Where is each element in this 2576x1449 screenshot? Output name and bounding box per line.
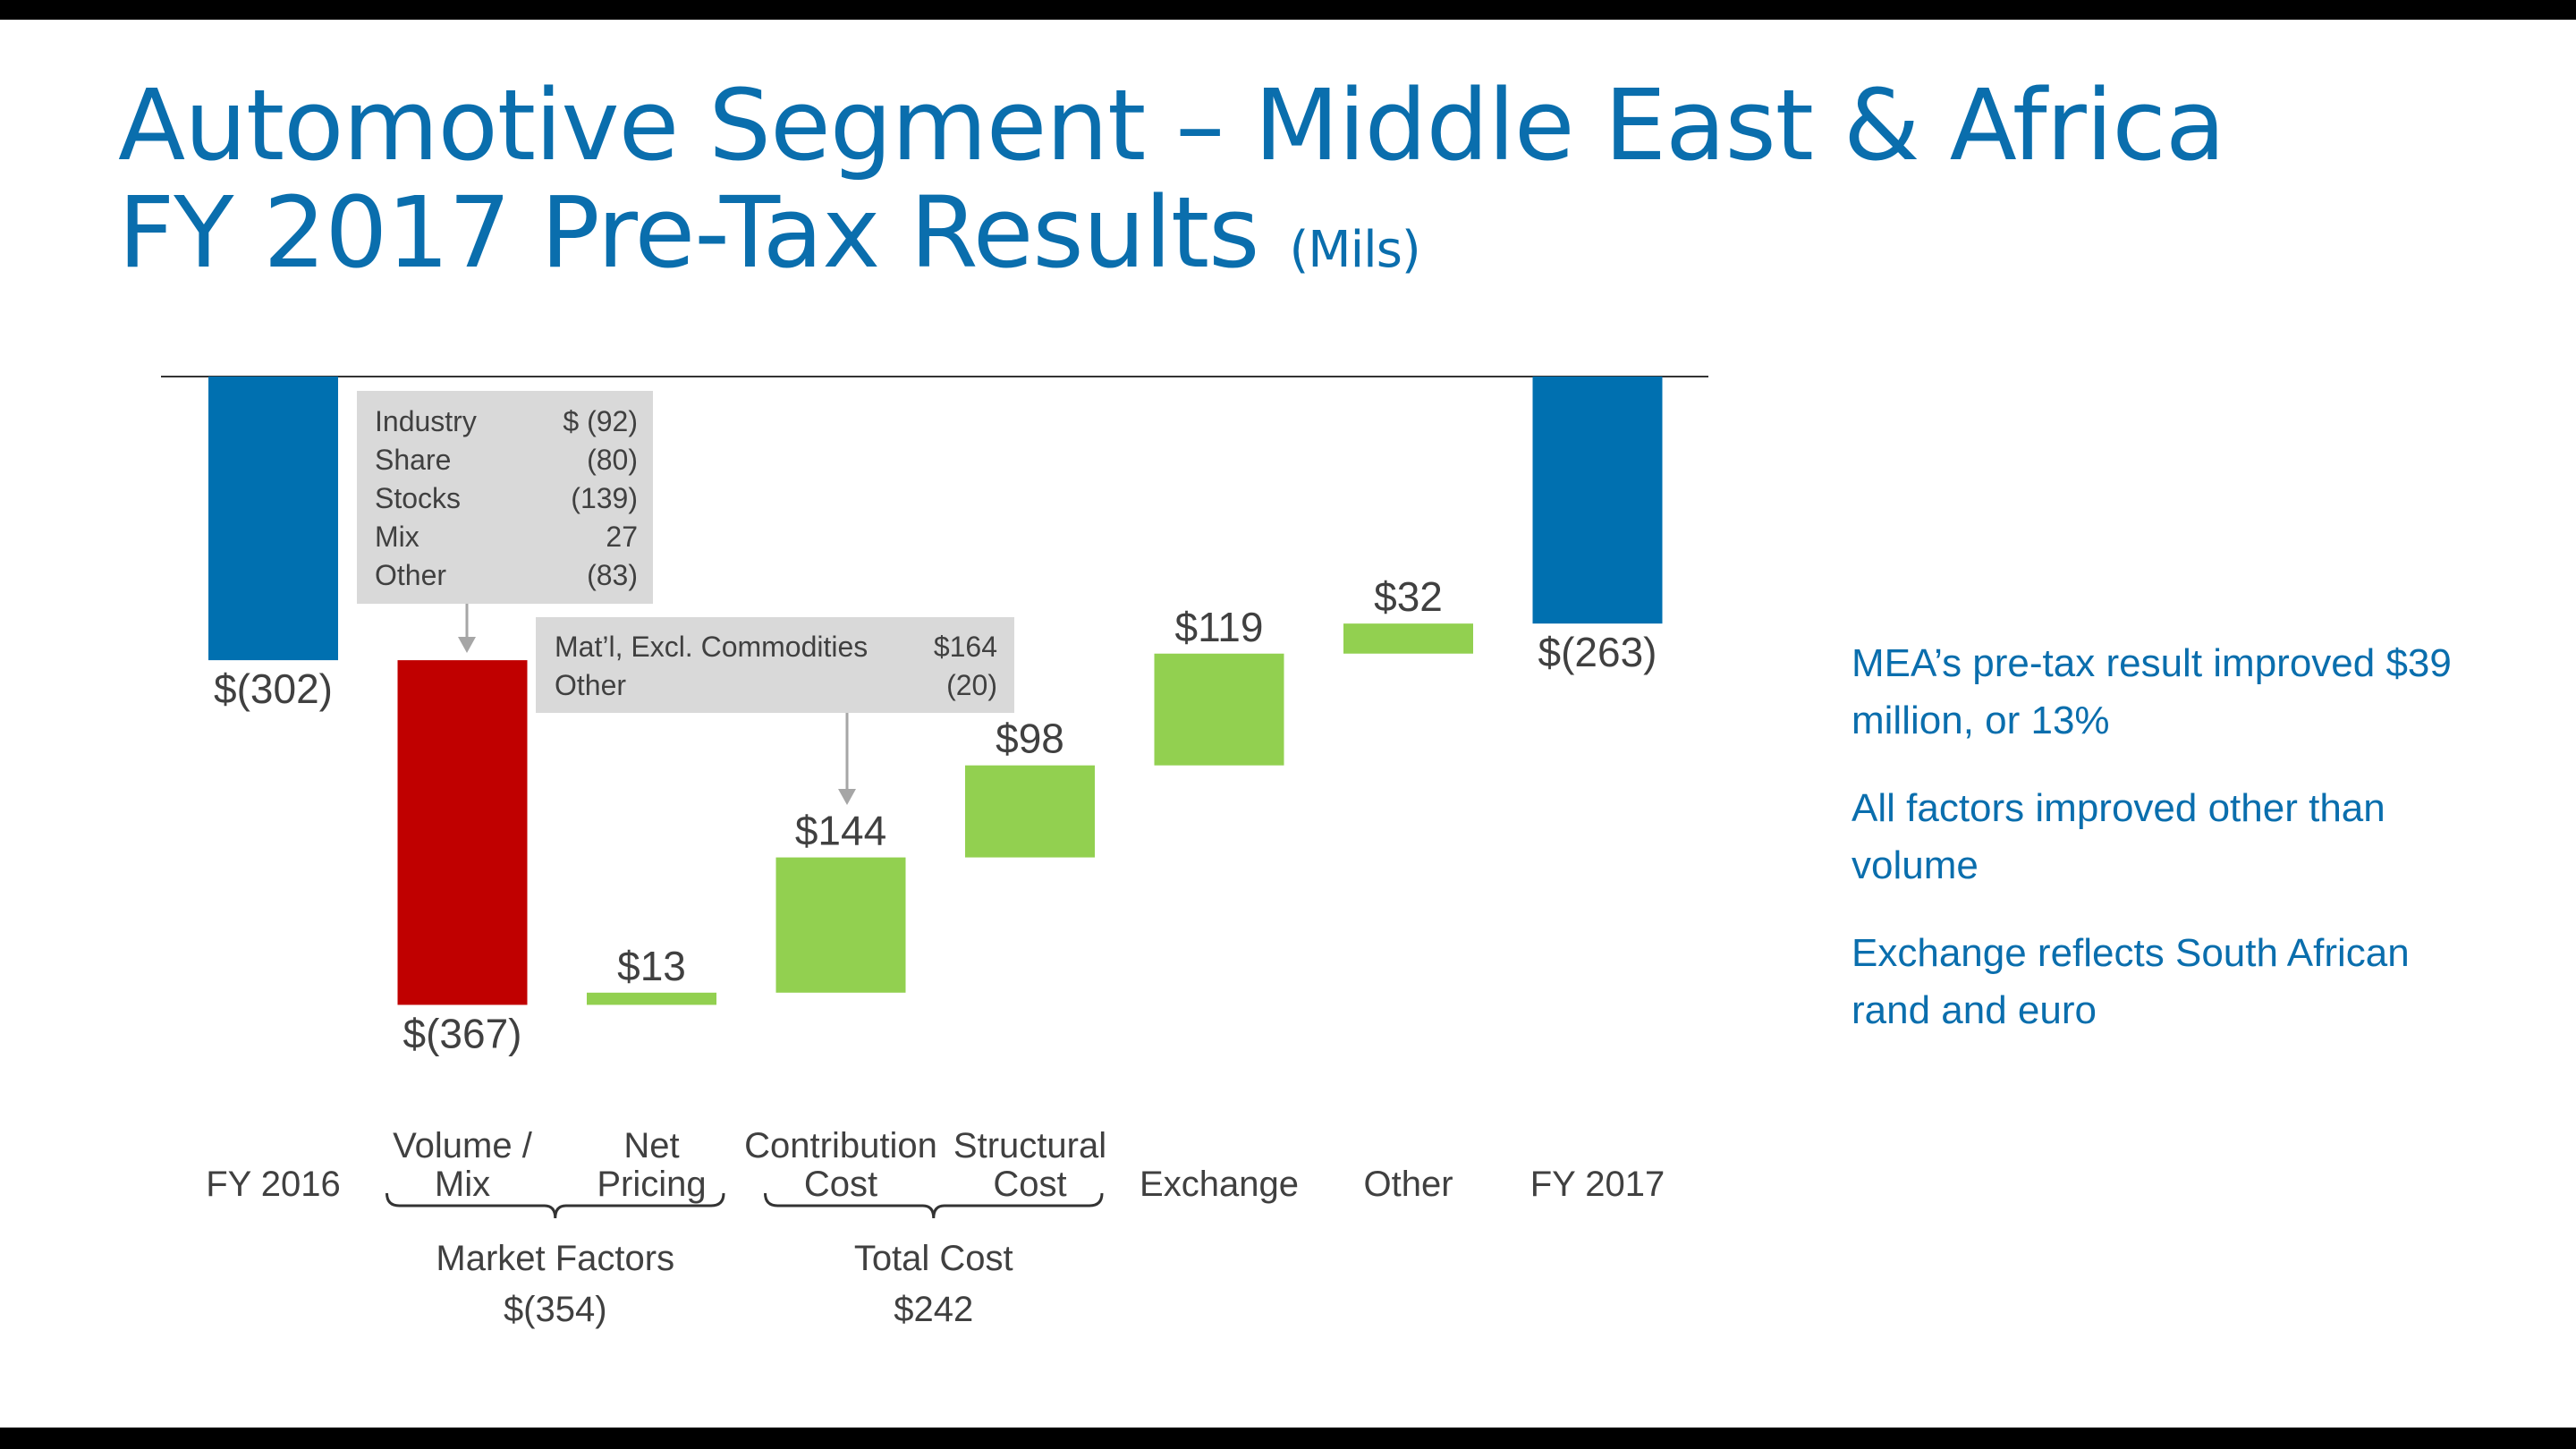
callout-0-label-3: Mix [375,521,419,553]
page-title: Automotive Segment – Middle East & Afric… [118,68,2225,304]
title-unit: (Mils) [1289,221,1420,279]
bar-4 [965,765,1095,858]
top-border [0,0,2576,20]
callout-1-value-0: $164 [934,631,997,663]
category-label-7-0: FY 2017 [1530,1165,1665,1204]
bar-value-label-0: $(302) [214,665,333,712]
bar-3 [775,857,906,993]
category-label-5-0: Exchange [1140,1165,1299,1204]
bar-2 [587,992,716,1005]
bar-7 [1532,377,1663,624]
bar-value-label-1: $(367) [403,1010,522,1056]
callout-0-label-1: Share [375,444,451,476]
bar-value-label-3: $144 [795,808,886,854]
category-label-4-1: Cost [993,1165,1066,1204]
category-label-0-0: FY 2016 [206,1165,341,1204]
callout-0-value-1: (80) [587,444,638,476]
callout-box-1 [536,617,1014,713]
callout-0-label-4: Other [375,559,446,591]
bar-value-label-6: $32 [1374,573,1443,620]
callout-arrow-head-1 [838,789,856,805]
callout-arrow-head-0 [458,637,476,653]
title-line-2: FY 2017 Pre-Tax Results (Mils) [118,179,2224,304]
category-label-1-0: Volume / [393,1126,533,1165]
category-label-4-0: Structural [953,1126,1106,1165]
category-label-1-1: Mix [435,1165,490,1204]
callout-0-label-0: Industry [375,405,477,437]
bar-value-label-2: $13 [617,943,686,989]
callout-1-label-1: Other [555,669,626,701]
callout-0-value-4: (83) [587,559,638,591]
bar-value-label-4: $98 [996,716,1064,762]
callout-0-value-0: $ (92) [563,405,638,437]
group-brace-0 [386,1192,725,1219]
callout-box-0 [357,391,653,604]
bar-value-label-5: $119 [1175,604,1264,650]
group-value-0: $(354) [504,1290,607,1329]
bar-5 [1154,653,1284,766]
bullet-2: All factors improved other than volume [1852,786,2385,887]
category-label-2-1: Pricing [597,1165,706,1204]
group-value-1: $242 [894,1290,973,1329]
group-label-1: Total Cost [854,1239,1013,1278]
bar-1 [397,660,528,1005]
key-points: MEA’s pre-tax result improved $39 millio… [1852,635,2460,1070]
title-line-1: Automotive Segment – Middle East & Afric… [118,68,2225,182]
bullet-1: MEA’s pre-tax result improved $39 millio… [1852,641,2452,742]
category-label-3-1: Cost [804,1165,877,1204]
callout-1-value-1: (20) [946,669,997,701]
category-label-3-0: Contribution [744,1126,937,1165]
category-label-6-0: Other [1363,1165,1453,1204]
category-label-2-0: Net [623,1126,679,1165]
bar-6 [1343,623,1473,654]
title-text: FY 2017 Pre-Tax Results [118,175,1259,290]
bar-value-label-7: $(263) [1538,629,1657,675]
bar-0 [208,377,338,661]
callout-0-label-2: Stocks [375,482,461,514]
bullet-3: Exchange reflects South African rand and… [1852,931,2410,1032]
callout-0-value-3: 27 [606,521,638,553]
bottom-border [0,1428,2576,1449]
group-brace-1 [764,1192,1104,1219]
callout-1-label-0: Mat’l, Excl. Commodities [555,631,868,663]
callout-0-value-2: (139) [571,482,638,514]
group-label-0: Market Factors [436,1239,674,1278]
